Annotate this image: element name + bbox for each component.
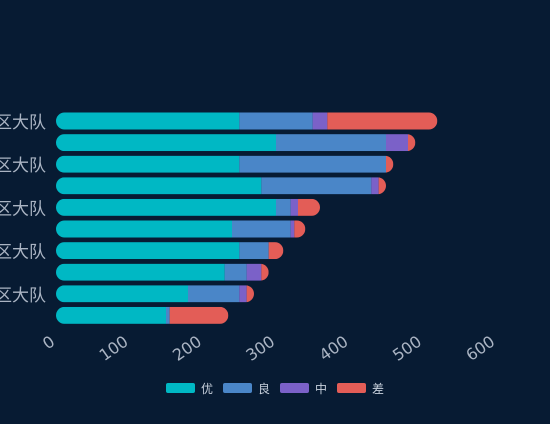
x-tick-label-2: 200 <box>169 332 205 365</box>
bar-segment-3-2[interactable] <box>371 177 379 195</box>
bar-row-7 <box>56 263 269 281</box>
bar-segment-8-0[interactable] <box>56 285 188 303</box>
bar-segment-6-3[interactable] <box>268 242 284 260</box>
legend-item-0[interactable]: 优 <box>166 382 213 396</box>
bar-segment-7-1[interactable] <box>224 263 247 281</box>
legend-label-1: 良 <box>258 381 270 396</box>
bar-segment-4-0[interactable] <box>56 198 276 216</box>
bar-segment-7-2[interactable] <box>246 263 262 281</box>
bar-segment-0-2[interactable] <box>312 112 328 130</box>
bar-segment-0-0[interactable] <box>56 112 240 130</box>
bar-segment-5-2[interactable] <box>290 220 295 238</box>
bar-row-1 <box>56 134 416 152</box>
bar-segment-3-0[interactable] <box>56 177 262 195</box>
bar-segment-1-2[interactable] <box>386 134 408 152</box>
bar-segment-9-0[interactable] <box>56 306 166 324</box>
x-tick-label-4: 400 <box>316 332 352 365</box>
bar-row-9 <box>56 306 229 324</box>
bar-segment-5-1[interactable] <box>232 220 291 238</box>
legend-swatch-2 <box>280 383 309 393</box>
bar-segment-8-1[interactable] <box>188 285 240 303</box>
x-tick-label-6: 600 <box>462 332 498 365</box>
bar-row-2 <box>56 155 394 173</box>
category-label-6: 区大队 <box>0 243 46 263</box>
bar-segment-7-3[interactable] <box>261 263 269 281</box>
bar-segment-3-3[interactable] <box>378 177 386 195</box>
bar-segment-2-0[interactable] <box>56 155 240 173</box>
bar-segment-4-1[interactable] <box>276 198 291 216</box>
bar-segment-1-1[interactable] <box>276 134 386 152</box>
bar-segment-0-3[interactable] <box>327 112 438 130</box>
bar-segment-2-3[interactable] <box>386 155 394 173</box>
bar-row-8 <box>56 285 254 303</box>
bar-segment-1-3[interactable] <box>408 134 416 152</box>
legend-label-3: 差 <box>372 382 384 396</box>
x-tick-label-1: 100 <box>96 332 132 365</box>
bar-segment-3-1[interactable] <box>261 177 372 195</box>
bar-segment-8-2[interactable] <box>239 285 247 303</box>
bar-segment-9-1[interactable] <box>166 306 170 324</box>
bar-segment-9-3[interactable] <box>169 306 229 324</box>
legend-swatch-3 <box>337 383 366 393</box>
bar-segment-0-1[interactable] <box>239 112 313 130</box>
legend-label-2: 中 <box>315 381 327 396</box>
category-label-2: 区大队 <box>0 156 46 176</box>
legend-item-2[interactable]: 中 <box>280 381 327 396</box>
bar-segment-4-2[interactable] <box>290 198 298 216</box>
x-tick-label-5: 500 <box>389 332 425 365</box>
bar-segment-5-3[interactable] <box>294 220 306 238</box>
legend-item-3[interactable]: 差 <box>337 382 384 396</box>
x-tick-label-0: 0 <box>39 332 58 353</box>
bar-row-3 <box>56 177 386 195</box>
bar-segment-4-3[interactable] <box>298 198 320 216</box>
bar-segment-2-1[interactable] <box>239 155 386 173</box>
legend-label-0: 优 <box>201 382 213 396</box>
bar-segment-6-0[interactable] <box>56 242 240 260</box>
bar-segment-1-0[interactable] <box>56 134 276 152</box>
legend-item-1[interactable]: 良 <box>223 381 270 396</box>
bar-row-4 <box>56 198 320 216</box>
bar-segment-8-3[interactable] <box>246 285 254 303</box>
bar-row-6 <box>56 242 284 260</box>
category-label-0: 区大队 <box>0 113 46 133</box>
category-label-4: 区大队 <box>0 199 46 219</box>
bar-segment-6-1[interactable] <box>239 242 269 260</box>
legend-swatch-0 <box>166 383 195 393</box>
category-label-8: 区大队 <box>0 286 46 306</box>
x-tick-label-3: 300 <box>242 332 278 365</box>
bar-segment-7-0[interactable] <box>56 263 225 281</box>
bar-row-0 <box>56 112 438 130</box>
bar-segment-5-0[interactable] <box>56 220 232 238</box>
legend-swatch-1 <box>223 383 252 393</box>
bar-row-5 <box>56 220 306 238</box>
